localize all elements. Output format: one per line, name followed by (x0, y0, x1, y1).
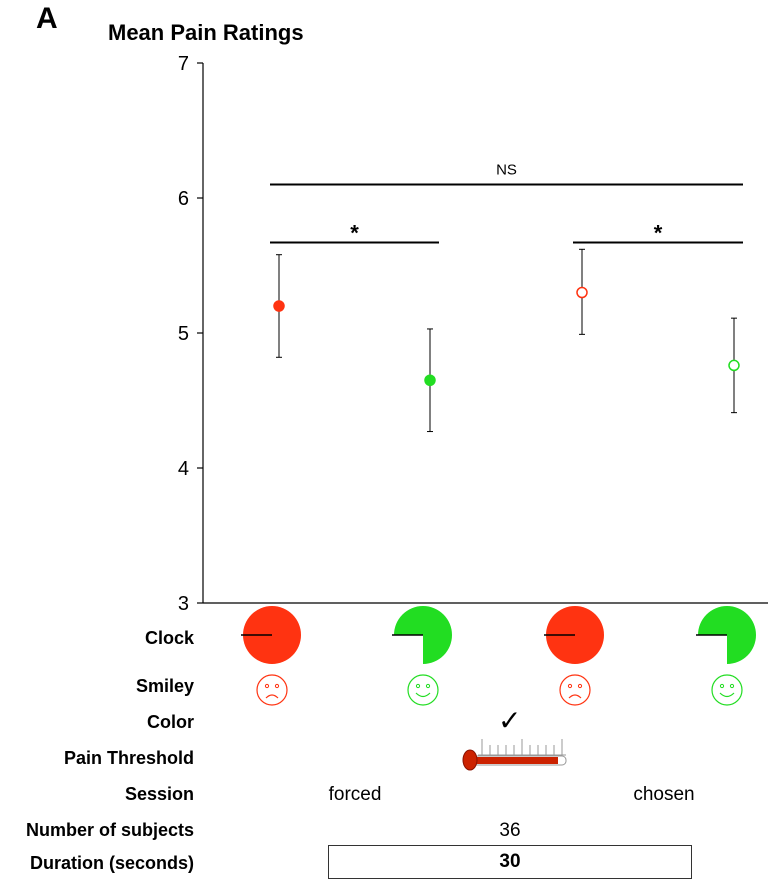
color-check-mark: ✓ (498, 705, 522, 736)
comparison-layer: NS * * (270, 162, 743, 246)
row-label-session: Session (124, 784, 194, 804)
face-mouth (568, 694, 582, 699)
points-layer (273, 248, 740, 433)
face-mouth (415, 692, 431, 698)
face-outline (711, 674, 743, 706)
face-outline (256, 674, 288, 706)
significance-label: * (350, 221, 359, 246)
face-eye (577, 683, 583, 689)
y-tick-label: 5 (178, 323, 189, 345)
face-eye (274, 683, 280, 689)
data-point (728, 359, 740, 372)
axis-layer: 3 4 5 6 7 (178, 53, 768, 615)
face-eye (264, 683, 270, 689)
sad-face-icon (256, 674, 288, 706)
duration-value: 30 (499, 851, 521, 872)
subjects-count: 36 (499, 820, 521, 841)
data-point (424, 374, 436, 386)
y-tick-label: 6 (178, 188, 189, 210)
row-label-clock: Clock (144, 628, 194, 648)
significance-label: * (654, 221, 663, 246)
face-eye (719, 683, 725, 689)
row-label-duration: Duration (seconds) (29, 853, 194, 873)
y-tick-label: 3 (178, 593, 189, 615)
chart-title: Mean Pain Ratings (108, 20, 304, 45)
face-eye (729, 683, 735, 689)
duration-box: 30 (328, 845, 692, 879)
face-eye (567, 683, 573, 689)
significance-label: NS (496, 162, 517, 179)
data-point (273, 300, 285, 312)
thermometer-fill (472, 757, 558, 764)
session-chosen: chosen (633, 784, 695, 805)
happy-face-icon (711, 674, 743, 706)
face-outline (559, 674, 591, 706)
face-mouth (719, 692, 735, 698)
row-label-subjects: Number of subjects (25, 820, 194, 840)
row-label-pain-threshold: Pain Threshold (63, 748, 194, 768)
row-label-color: Color (147, 712, 194, 732)
session-forced: forced (328, 784, 382, 805)
face-eye (415, 683, 421, 689)
thermometer-icon (462, 739, 567, 771)
y-tick-label: 4 (178, 458, 189, 480)
y-tick-label: 7 (178, 53, 189, 75)
data-point (576, 286, 588, 299)
happy-face-icon (407, 674, 439, 706)
icons-layer (241, 606, 756, 771)
face-outline (407, 674, 439, 706)
face-mouth (265, 694, 279, 699)
panel-letter: A (36, 2, 58, 35)
row-label-smiley: Smiley (135, 676, 194, 696)
thermometer-bulb (462, 749, 478, 771)
face-eye (425, 683, 431, 689)
sad-face-icon (559, 674, 591, 706)
